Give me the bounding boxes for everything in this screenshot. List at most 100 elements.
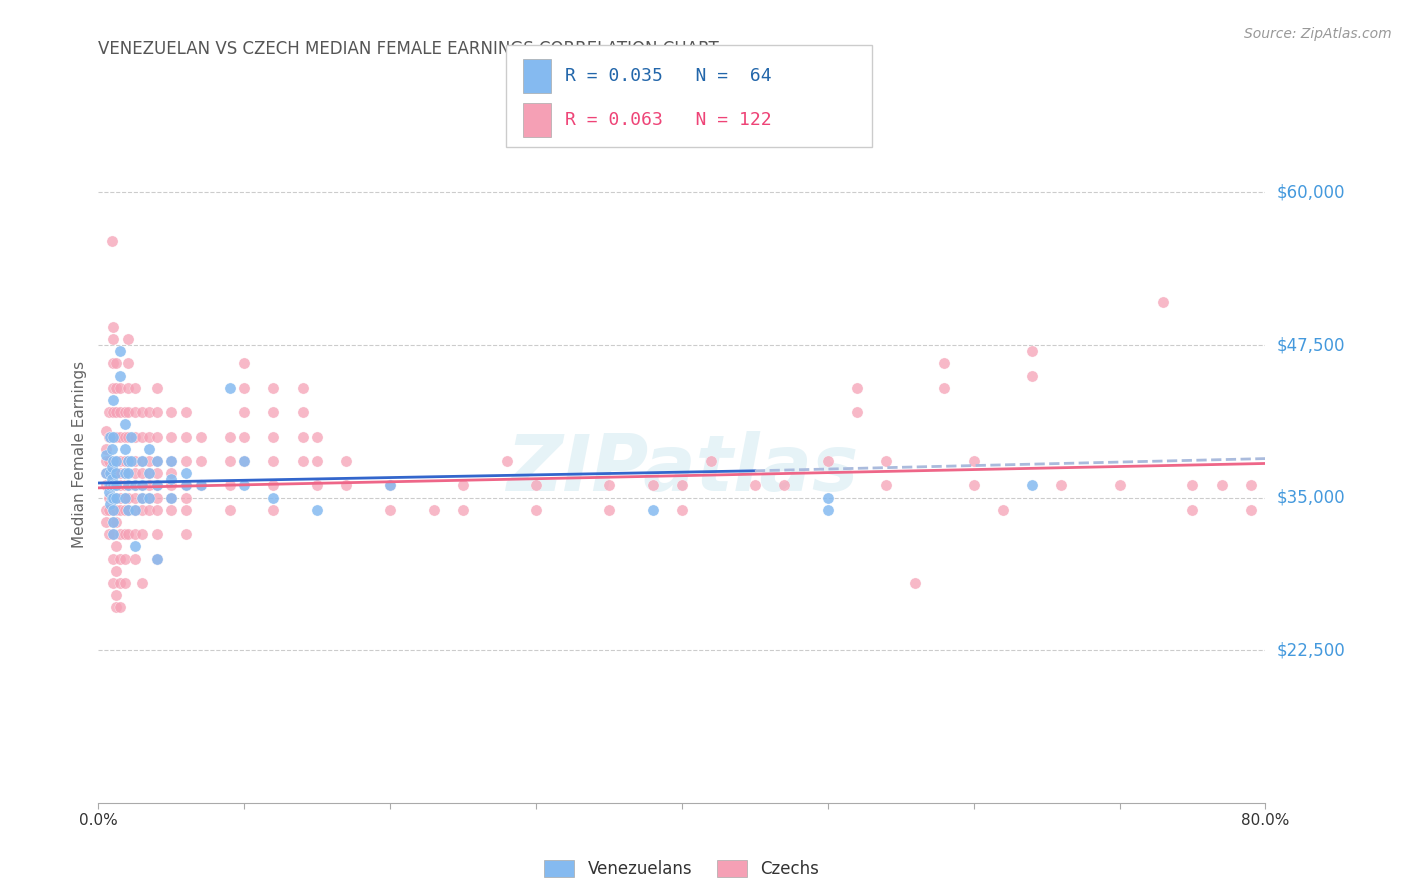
Point — [98, 478, 121, 492]
Point — [101, 503, 124, 517]
Y-axis label: Median Female Earnings: Median Female Earnings — [72, 361, 87, 549]
Point — [218, 454, 240, 468]
Text: R = 0.035   N =  64: R = 0.035 N = 64 — [565, 67, 772, 85]
Point — [94, 454, 117, 468]
Point — [131, 467, 153, 481]
Point — [1211, 478, 1233, 492]
Point — [307, 454, 329, 468]
Point — [495, 454, 517, 468]
Point — [101, 429, 124, 443]
Point — [104, 381, 127, 395]
Point — [262, 503, 284, 517]
Point — [94, 442, 117, 456]
Point — [174, 478, 197, 492]
Point — [117, 381, 139, 395]
Point — [451, 478, 474, 492]
Point — [110, 429, 132, 443]
Point — [291, 454, 314, 468]
Point — [124, 551, 146, 566]
Point — [114, 467, 136, 481]
Point — [117, 405, 139, 419]
Point — [124, 527, 146, 541]
Point — [94, 503, 117, 517]
Point — [101, 478, 124, 492]
Point — [875, 478, 897, 492]
Text: $47,500: $47,500 — [1277, 336, 1346, 354]
Point — [160, 429, 183, 443]
Point — [101, 527, 124, 541]
Point — [146, 405, 169, 419]
Point — [138, 503, 160, 517]
Point — [146, 491, 169, 505]
Point — [101, 429, 124, 443]
Point — [117, 478, 139, 492]
Point — [160, 467, 183, 481]
Point — [378, 478, 402, 492]
Point — [101, 332, 124, 346]
Point — [97, 503, 120, 517]
Point — [138, 491, 160, 505]
Point — [131, 478, 153, 492]
Point — [524, 503, 547, 517]
Point — [190, 478, 212, 492]
Point — [146, 454, 169, 468]
Point — [160, 405, 183, 419]
Point — [233, 429, 256, 443]
Point — [700, 454, 723, 468]
Point — [97, 478, 120, 492]
Point — [117, 454, 139, 468]
Point — [1152, 295, 1174, 310]
Point — [98, 467, 121, 481]
Point — [104, 491, 127, 505]
Point — [104, 454, 127, 468]
Point — [114, 417, 136, 432]
Point — [934, 381, 956, 395]
Point — [117, 429, 139, 443]
Point — [101, 551, 124, 566]
Point — [104, 540, 127, 554]
Point — [94, 424, 117, 438]
Point — [110, 527, 132, 541]
Point — [1181, 503, 1204, 517]
Point — [124, 381, 146, 395]
Point — [110, 478, 132, 492]
Point — [262, 381, 284, 395]
Point — [160, 472, 183, 486]
Point — [124, 467, 146, 481]
Point — [110, 467, 132, 481]
Point — [117, 478, 139, 492]
Point — [114, 442, 136, 456]
Point — [101, 392, 124, 407]
Point — [101, 527, 124, 541]
Point — [190, 478, 212, 492]
Point — [104, 588, 127, 602]
Point — [110, 551, 132, 566]
Point — [160, 491, 183, 505]
Point — [146, 381, 169, 395]
Point — [98, 497, 121, 511]
Point — [233, 405, 256, 419]
Point — [335, 478, 357, 492]
Point — [101, 405, 124, 419]
Point — [138, 467, 160, 481]
Point — [117, 454, 139, 468]
Point — [97, 484, 120, 499]
Point — [233, 454, 256, 468]
Point — [146, 429, 169, 443]
Point — [110, 503, 132, 517]
Text: R = 0.063   N = 122: R = 0.063 N = 122 — [565, 112, 772, 129]
Point — [845, 381, 868, 395]
Point — [138, 491, 160, 505]
Point — [97, 454, 120, 468]
Point — [101, 454, 124, 468]
Point — [138, 429, 160, 443]
Point — [262, 405, 284, 419]
Point — [291, 381, 314, 395]
Point — [94, 478, 117, 492]
Point — [100, 460, 122, 475]
Point — [138, 454, 160, 468]
Point — [97, 429, 120, 443]
Point — [124, 491, 146, 505]
Point — [174, 454, 197, 468]
Point — [262, 454, 284, 468]
